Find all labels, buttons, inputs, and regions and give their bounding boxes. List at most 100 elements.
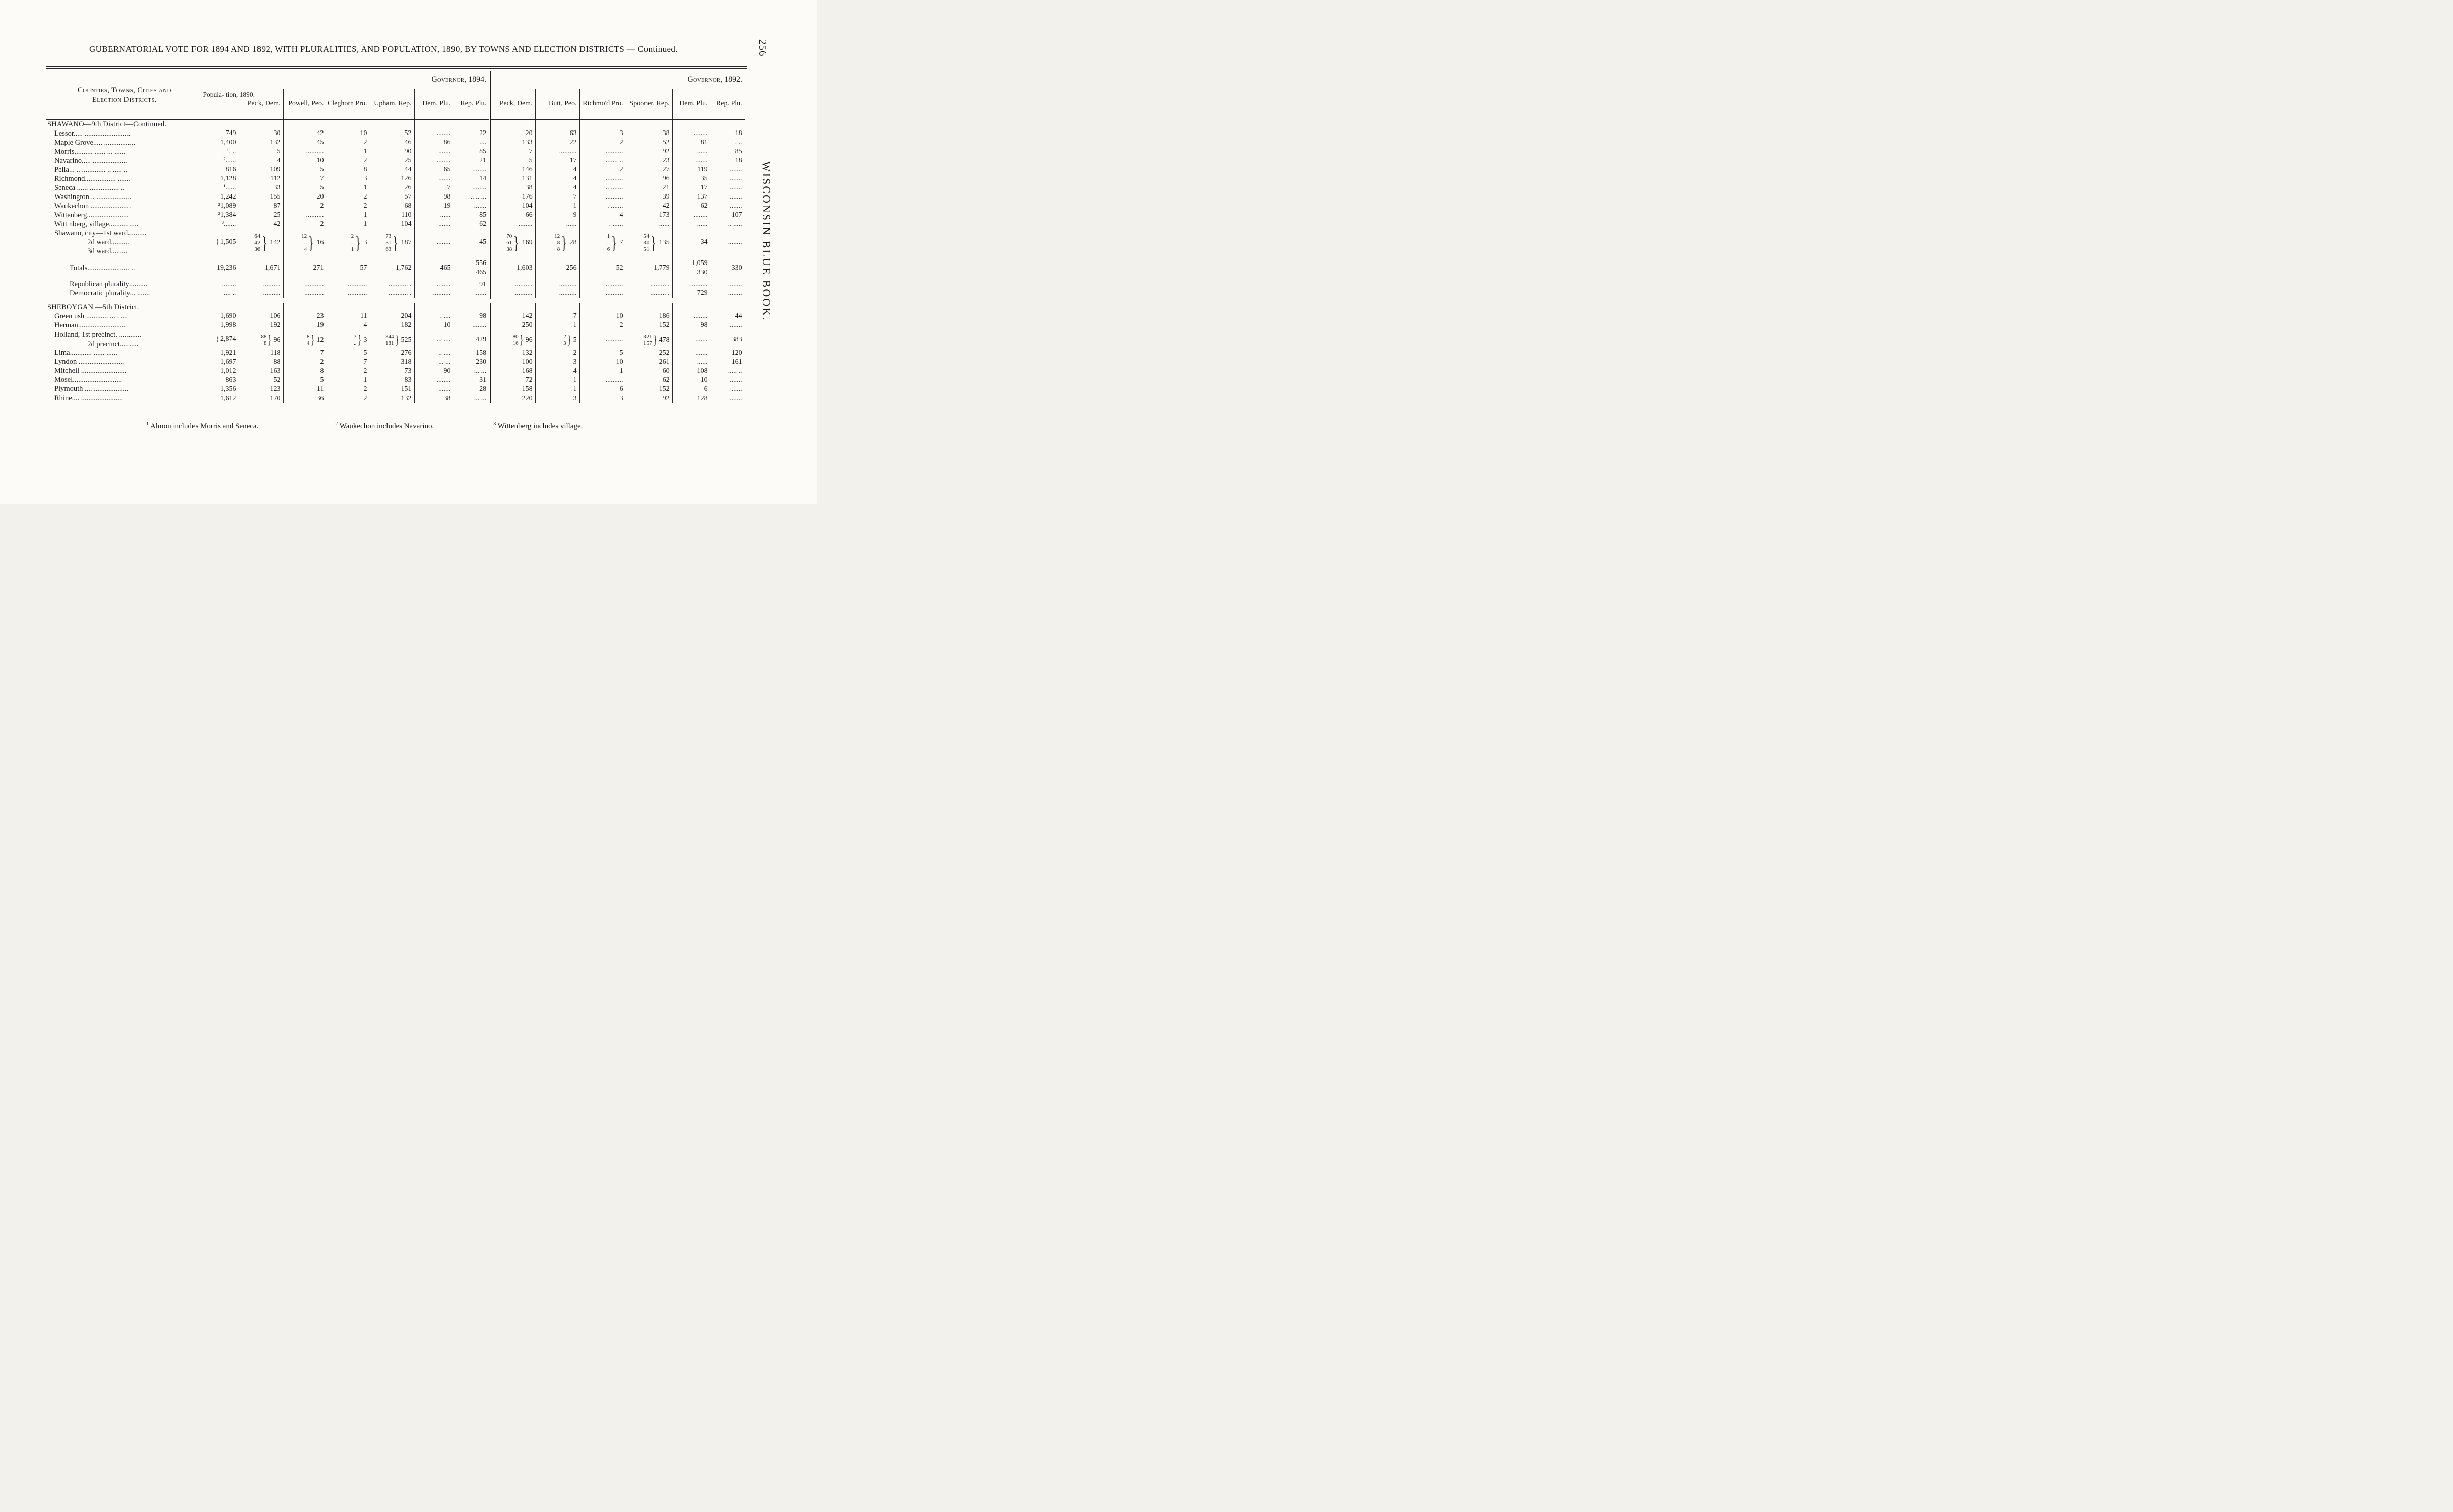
cell-cleghorn-pro-1894: 2 [326,192,370,202]
cell-powell-peo-1894: 23 [283,312,327,321]
cell-upham-rep-1894: 25 [369,156,414,165]
cell-powell-peo-1894: .......... [283,211,327,220]
cell-rep-plu-1892 [710,303,745,312]
cell-butt-peo-1892 [535,277,580,280]
cell-dem-plu-1892: .......... [672,280,711,289]
header-dem-plu-1894: Dem. Plu. [414,89,454,120]
cell-dem-plu-1892: ...... [672,220,711,229]
cell-rep-plu-1894: .... [453,138,490,147]
cell-rep-plu-1892: ........ [710,280,745,289]
header-governor-1894: Governor, 1894. [238,71,490,89]
cell-richmond-pro-1892: .......... [579,147,626,156]
header-spooner-rep-1892: Spooner, Rep. [625,89,673,120]
row-label: Republican plurality.......... [70,280,148,289]
cell-cleghorn-pro-1894: 7 [326,357,370,367]
cell-upham-rep-1894: 46 [369,138,414,147]
cell-rep-plu-1894: 429 [453,330,490,349]
cell-cleghorn-pro-1894: 4 [326,321,370,331]
cell-rep-plu-1894: 45 [453,229,490,256]
group-header-row: Counties, Towns, Cities and Election Dis… [46,71,745,120]
cell-richmond-pro-1892 [579,303,626,312]
cell-rep-plu-1894: ........ [453,165,490,174]
cell-population: 749 [202,129,239,138]
cell-powell-peo-1894: 10 [283,156,327,165]
cell-peck-dem-1894 [238,120,283,129]
table-row: Navarino..... ................... ²......… [46,156,745,165]
cell-dem-plu-1892: ....... [672,330,711,349]
footnotes: 1 Almon includes Morris and Seneca. 2 Wau… [46,421,745,431]
cell-dem-plu-1894: ....... [414,174,454,183]
cell-upham-rep-1894: 1,762 [369,259,414,277]
cell-dem-plu-1894: 10 [414,321,454,331]
cell-peck-dem-1892: 7 [489,147,536,156]
cell-peck-dem-1892: 133 [489,138,536,147]
cell-rep-plu-1894: ...... [453,289,490,299]
cell-rep-plu-1892 [710,120,745,129]
cell-cleghorn-pro-1894: 2 [326,202,370,211]
cell-upham-rep-1894: 110 [369,211,414,220]
cell-dem-plu-1892: 17 [672,183,711,192]
cell-richmond-pro-1892: 52 [579,259,626,277]
cell-cleghorn-pro-1894 [326,120,370,129]
cell-powell-peo-1894: 8 [283,366,327,376]
table-body: SHAWANO—9th District—Continued. Lessor...… [46,120,745,403]
cell-rep-plu-1892: 44 [710,312,745,321]
cell-peck-dem-1892: 158 [489,384,536,394]
cell-upham-rep-1894: 57 [369,192,414,202]
cell-spooner-rep-1892: ......... . [625,280,673,289]
cell-peck-dem-1894: 118 [238,348,283,358]
cell-powell-peo-1894: 19 [283,321,327,331]
cell-dem-plu-1894: ........ [414,229,454,256]
cell-dem-plu-1894: ...... [414,211,454,220]
table-row: Washington .. ................... 1,242 15… [46,192,745,202]
cell-spooner-rep-1892: 92 [625,393,673,403]
cell-richmond-pro-1892: 2 [579,138,626,147]
cell-dem-plu-1892: ........ [672,312,711,321]
cell-dem-plu-1892 [672,120,711,129]
cell-peck-dem-1894: 155 [238,192,283,202]
header-cleghorn-pro-1894: Cleghorn Pro. [326,89,370,120]
cell-rep-plu-1892: ....... [710,183,745,192]
table-row: Shawano, city—1st ward.......... 2d ward… [46,229,745,256]
cell-dem-plu-1894: ... ... [414,357,454,367]
cell-upham-rep-1894 [369,303,414,312]
cell-spooner-rep-1892: 39 [625,192,673,202]
cell-peck-dem-1894: .......... [238,280,283,289]
cell-dem-plu-1892: ....... [672,348,711,358]
cell-cleghorn-pro-1894: 1 [326,220,370,229]
cell-cleghorn-pro-1894: ........... [326,280,370,289]
cell-powell-peo-1894: 12.. 4} 16 [283,229,327,256]
cell-dem-plu-1894: 465 [414,259,454,277]
cell-peck-dem-1892: 142 [489,312,536,321]
cell-population: 1,242 [202,192,239,202]
row-label: Plymouth .... ................... [54,385,129,393]
cell-population [202,303,239,312]
cell-upham-rep-1894: 104 [369,220,414,229]
cell-spooner-rep-1892: 21 [625,183,673,192]
cell-upham-rep-1894: 132 [369,393,414,403]
cell-spooner-rep-1892 [625,303,673,312]
cell-dem-plu-1894: 38 [414,393,454,403]
cell-population: ¹...... [202,183,239,192]
row-label: Seneca ...... ................ .. [54,183,124,192]
row-label: Pella... .. ............. .. ..... .. [54,165,127,174]
cell-dem-plu-1892: ....... [672,156,711,165]
cell-population: 1,128 [202,174,239,183]
cell-peck-dem-1892: 100 [489,357,536,367]
cell-rep-plu-1894 [453,277,490,280]
cell-population: {2,874 [202,330,239,349]
cell-peck-dem-1892 [489,256,536,259]
cell-cleghorn-pro-1894: 2 [326,366,370,376]
cell-butt-peo-1892: .......... [535,147,580,156]
cell-dem-plu-1894: ........ [414,375,454,385]
cell-spooner-rep-1892: 62 [625,375,673,385]
header-rep-plu-1894: Rep. Plu. [453,89,490,120]
cell-peck-dem-1892: 66 [489,211,536,220]
cell-peck-dem-1894: 106 [238,312,283,321]
cell-dem-plu-1892: 35 [672,174,711,183]
cell-upham-rep-1894 [369,277,414,280]
cell-rep-plu-1892: ....... [710,174,745,183]
cell-rep-plu-1892: ....... [710,202,745,211]
cell-population: 1,998 [202,321,239,331]
row-label: Maple Grove..... ................. [54,138,136,147]
